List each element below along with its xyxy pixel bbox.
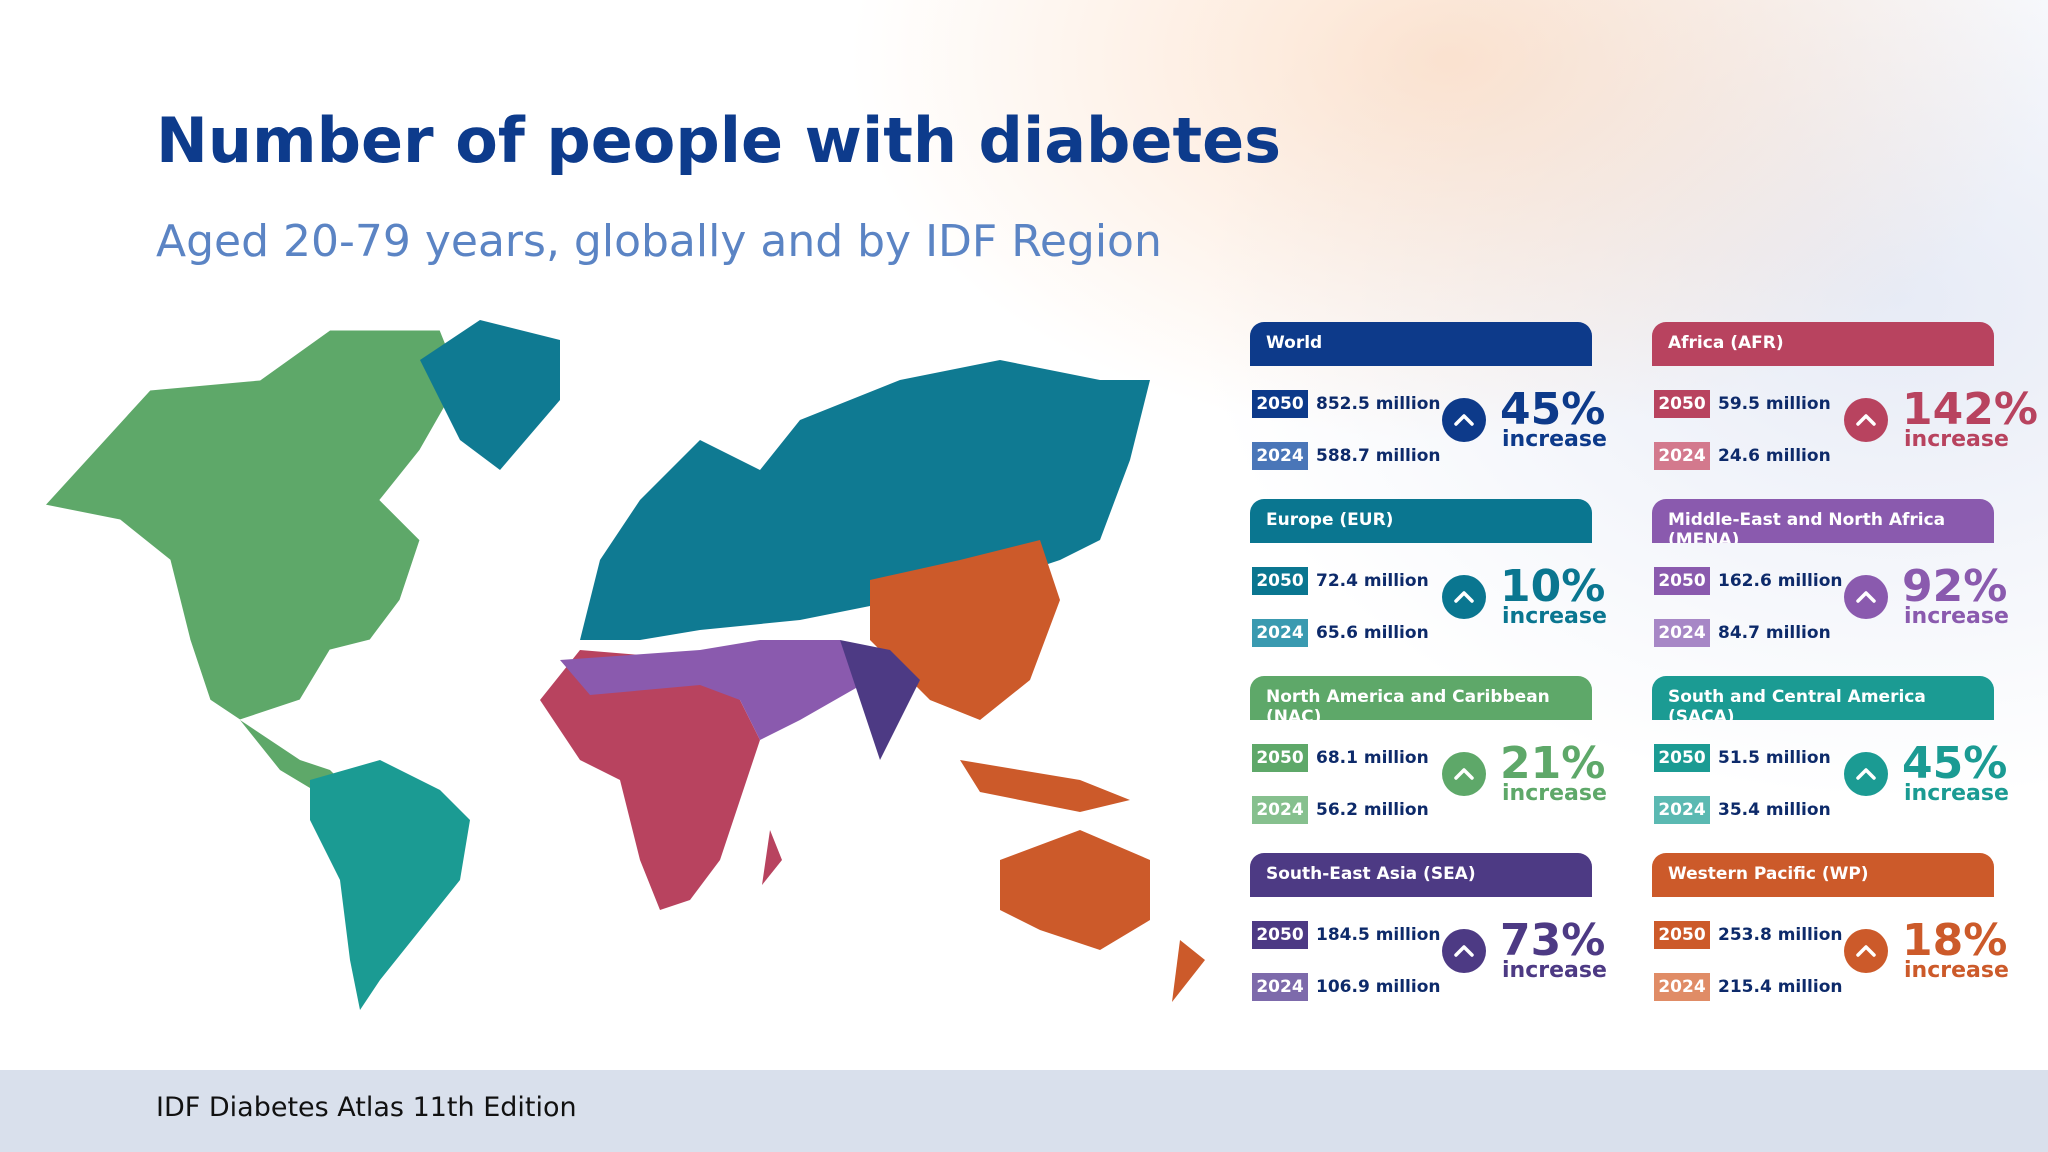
- world-map: [44, 320, 1205, 1010]
- region-name: Africa (AFR): [1652, 322, 1994, 366]
- year-badge: 2024: [1654, 796, 1710, 824]
- year-badge: 2050: [1252, 744, 1308, 772]
- increase-label: increase: [1904, 781, 2009, 806]
- increase-icon: [1844, 398, 1888, 442]
- increase-label: increase: [1502, 604, 1607, 629]
- india: [840, 640, 920, 760]
- south-america: [310, 760, 470, 1010]
- region-name: South and Central America (SACA): [1652, 676, 1994, 720]
- percent: 18%: [1902, 915, 2008, 966]
- region-card: World 2050 852.5 million 2024 588.7 million 4…: [1250, 322, 1607, 482]
- increase-label: increase: [1502, 781, 1607, 806]
- new-zealand: [1172, 940, 1205, 1002]
- region-card: Western Pacific (WP) 2050 253.8 million 202…: [1652, 853, 2009, 1013]
- north-america: [44, 329, 461, 721]
- region-card: Europe (EUR) 2050 72.4 million 2024 65.6 mil…: [1250, 499, 1607, 659]
- value: 72.4 million: [1316, 571, 1429, 591]
- year-badge: 2024: [1252, 973, 1308, 1001]
- chevron: [1856, 945, 1876, 957]
- value: 215.4 million: [1718, 977, 1843, 997]
- year-badge: 2050: [1252, 921, 1308, 949]
- chevron: [1856, 768, 1876, 780]
- title: Number of people with diabetes: [156, 104, 1282, 177]
- increase-label: increase: [1502, 958, 1607, 983]
- increase-label: increase: [1904, 427, 2009, 452]
- region-name: Middle-East and North Africa (MENA): [1652, 499, 1994, 543]
- value: 106.9 million: [1316, 977, 1441, 997]
- region-card: South and Central America (SACA) 2050 51.5…: [1652, 676, 2009, 836]
- percent: 45%: [1902, 738, 2008, 789]
- increase-icon: [1442, 929, 1486, 973]
- chevron: [1454, 945, 1474, 957]
- value: 184.5 million: [1316, 925, 1441, 945]
- year-badge: 2024: [1654, 619, 1710, 647]
- australia: [1000, 830, 1150, 950]
- region-name: Europe (EUR): [1250, 499, 1592, 543]
- africa: [540, 650, 760, 910]
- value: 253.8 million: [1718, 925, 1843, 945]
- region-card: South-East Asia (SEA) 2050 184.5 million 20…: [1250, 853, 1607, 1013]
- year-badge: 2050: [1654, 921, 1710, 949]
- value: 84.7 million: [1718, 623, 1831, 643]
- region-name: North America and Caribbean (NAC): [1250, 676, 1592, 720]
- value: 35.4 million: [1718, 800, 1831, 820]
- chevron: [1856, 591, 1876, 603]
- percent: 10%: [1500, 561, 1606, 612]
- madagascar: [762, 830, 782, 885]
- greenland: [420, 320, 560, 470]
- chevron: [1454, 591, 1474, 603]
- year-badge: 2050: [1654, 567, 1710, 595]
- year-badge: 2050: [1654, 390, 1710, 418]
- year-badge: 2024: [1252, 442, 1308, 470]
- footer-text: IDF Diabetes Atlas 11th Edition: [156, 1092, 577, 1123]
- value: 852.5 million: [1316, 394, 1441, 414]
- value: 162.6 million: [1718, 571, 1843, 591]
- chevron: [1454, 414, 1474, 426]
- value: 59.5 million: [1718, 394, 1831, 414]
- value: 68.1 million: [1316, 748, 1429, 768]
- region-name: Western Pacific (WP): [1652, 853, 1994, 897]
- year-badge: 2050: [1252, 390, 1308, 418]
- value: 56.2 million: [1316, 800, 1429, 820]
- value: 24.6 million: [1718, 446, 1831, 466]
- year-badge: 2024: [1654, 973, 1710, 1001]
- year-badge: 2050: [1654, 744, 1710, 772]
- region-name: South-East Asia (SEA): [1250, 853, 1592, 897]
- year-badge: 2024: [1654, 442, 1710, 470]
- increase-label: increase: [1904, 604, 2009, 629]
- year-badge: 2024: [1252, 796, 1308, 824]
- region-card: Middle-East and North Africa (MENA) 2050 1…: [1652, 499, 2009, 659]
- europe: [580, 360, 1150, 640]
- subtitle: Aged 20-79 years, globally and by IDF Re…: [156, 216, 1162, 267]
- percent: 45%: [1500, 384, 1606, 435]
- footer: IDF Diabetes Atlas 11th Edition: [0, 1070, 2048, 1152]
- year-badge: 2050: [1252, 567, 1308, 595]
- region-card: North America and Caribbean (NAC) 2050 68.…: [1250, 676, 1607, 836]
- percent: 92%: [1902, 561, 2008, 612]
- east-asia: [870, 540, 1060, 720]
- percent: 21%: [1500, 738, 1606, 789]
- increase-icon: [1844, 752, 1888, 796]
- percent: 73%: [1500, 915, 1606, 966]
- year-badge: 2024: [1252, 619, 1308, 647]
- increase-label: increase: [1502, 427, 1607, 452]
- percent: 142%: [1902, 384, 2038, 435]
- increase-icon: [1442, 752, 1486, 796]
- se-asia-islands: [960, 760, 1130, 812]
- chevron: [1856, 414, 1876, 426]
- value: 588.7 million: [1316, 446, 1441, 466]
- value: 51.5 million: [1718, 748, 1831, 768]
- region-name: World: [1250, 322, 1592, 366]
- mena: [560, 640, 870, 740]
- increase-icon: [1844, 929, 1888, 973]
- increase-icon: [1844, 575, 1888, 619]
- chevron: [1454, 768, 1474, 780]
- increase-label: increase: [1904, 958, 2009, 983]
- value: 65.6 million: [1316, 623, 1429, 643]
- increase-icon: [1442, 575, 1486, 619]
- region-card: Africa (AFR) 2050 59.5 million 2024 24.6 mil…: [1652, 322, 2038, 482]
- increase-icon: [1442, 398, 1486, 442]
